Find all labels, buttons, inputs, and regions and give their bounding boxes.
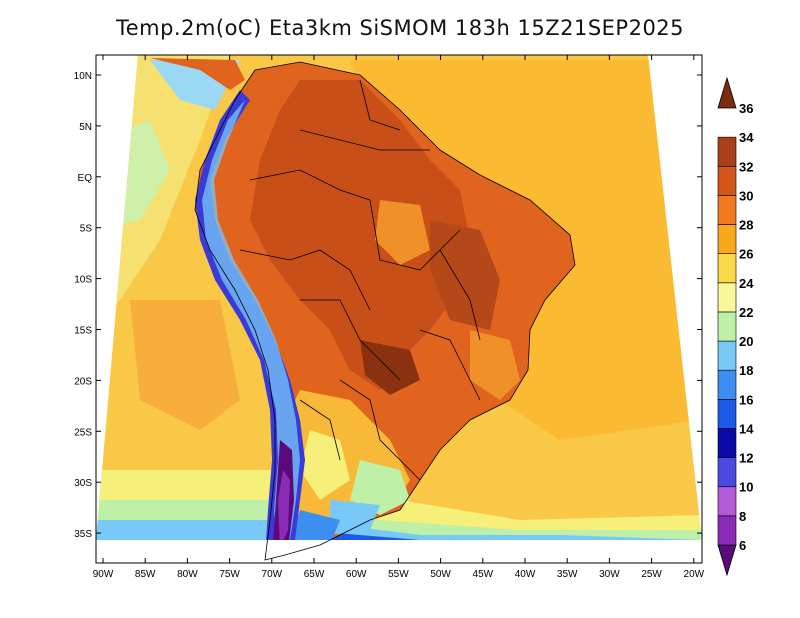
map-title: Temp.2m(oC) Eta3km SiSMOM 183h 15Z21SEP2… <box>115 16 685 40</box>
latitude-axis: 10N 5N EQ 5S 10S 15S 20S 25S 30S 35S <box>74 71 702 540</box>
colorbar-segment <box>717 136 737 167</box>
lat-tick-label: 10S <box>74 275 92 286</box>
lat-tick-label: 25S <box>74 427 92 438</box>
lon-tick-label: 75W <box>219 569 240 580</box>
colorbar-segment <box>717 428 737 458</box>
colorbar-label: 12 <box>739 451 753 466</box>
lat-tick-label: 35S <box>74 529 92 540</box>
colorbar-label: 20 <box>739 334 753 349</box>
colorbar-segment <box>717 340 737 371</box>
lon-tick-label: 25W <box>641 569 662 580</box>
colorbar-label: 34 <box>739 130 754 145</box>
colorbar-segment <box>717 311 737 342</box>
colorbar-segment <box>717 282 737 313</box>
lat-tick-label: 5N <box>79 122 92 133</box>
colorbar-segment <box>717 399 737 429</box>
lon-tick-label: 60W <box>346 569 367 580</box>
temperature-field <box>96 55 702 540</box>
lon-tick-label: 85W <box>135 569 156 580</box>
colorbar-label: 6 <box>739 538 746 553</box>
colorbar-label: 26 <box>739 247 753 262</box>
lon-tick-label: 80W <box>177 569 198 580</box>
lon-tick-label: 65W <box>304 569 325 580</box>
lat-tick-label: 15S <box>74 326 92 337</box>
colorbar-label: 8 <box>739 509 746 524</box>
colorbar-label: 22 <box>739 305 753 320</box>
colorbar-label: 32 <box>739 159 753 174</box>
lon-tick-label: 20W <box>684 569 705 580</box>
colorbar-segment <box>717 515 737 546</box>
colorbar-label: 36 <box>739 101 753 116</box>
colorbar-label: 28 <box>739 218 753 233</box>
colorbar-segment <box>717 253 737 284</box>
colorbar-segment <box>717 224 737 254</box>
lon-tick-label: 70W <box>262 569 283 580</box>
lat-tick-label: 5S <box>80 224 93 235</box>
lat-tick-label: EQ <box>78 173 93 184</box>
colorbar-segment <box>717 195 737 225</box>
lon-tick-label: 55W <box>388 569 409 580</box>
lon-tick-label: 90W <box>93 569 114 580</box>
lon-tick-label: 40W <box>515 569 536 580</box>
colorbar-segment <box>717 457 737 488</box>
colorbar-max-arrow <box>717 76 737 109</box>
lon-tick-label: 50W <box>430 569 451 580</box>
map-frame <box>95 54 703 564</box>
colorbar-label: 10 <box>739 480 753 495</box>
colorbar-label: 30 <box>739 188 753 203</box>
lon-tick-label: 30W <box>599 569 620 580</box>
colorbar-label: 18 <box>739 363 753 378</box>
country-borders <box>194 61 576 561</box>
lat-tick-label: 10N <box>74 71 92 82</box>
lon-tick-label: 35W <box>557 569 578 580</box>
colorbar-segment <box>717 165 737 196</box>
colorbar-label: 14 <box>739 421 754 436</box>
lat-tick-label: 30S <box>74 478 92 489</box>
longitude-axis: 90W 85W 80W 75W 70W 65W 60W 55W 50W 45W 40W 35W 30W 2… <box>93 55 705 580</box>
colorbar-segment <box>717 486 737 517</box>
lon-tick-label: 45W <box>473 569 494 580</box>
colorbar-min-arrow <box>717 544 737 577</box>
colorbar: 6 8 10 12 14 16 18 20 22 24 26 28 30 32 34 36 <box>717 76 754 577</box>
colorbar-segment <box>717 369 737 400</box>
lat-tick-label: 20S <box>74 376 92 387</box>
colorbar-label: 16 <box>739 392 753 407</box>
colorbar-label: 24 <box>739 276 754 291</box>
